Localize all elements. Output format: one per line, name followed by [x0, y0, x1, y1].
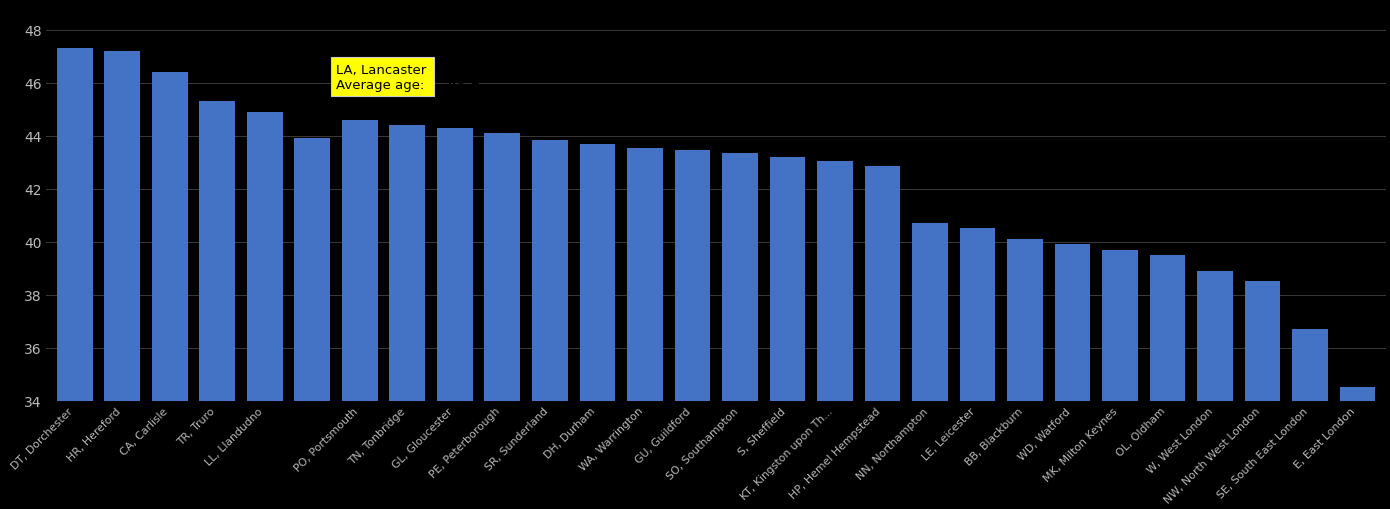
Bar	[1244, 282, 1280, 509]
Bar	[1102, 250, 1137, 509]
Bar	[721, 154, 758, 509]
Bar	[1340, 388, 1375, 509]
Text: LA, Lancaster
Average age:: LA, Lancaster Average age:	[336, 64, 428, 92]
Bar	[1055, 245, 1090, 509]
Bar	[770, 158, 805, 509]
Bar	[1150, 256, 1186, 509]
Bar	[57, 49, 93, 509]
Bar	[104, 52, 140, 509]
Bar	[247, 112, 282, 509]
Bar	[865, 167, 901, 509]
Bar	[1006, 240, 1042, 509]
Bar	[627, 148, 663, 509]
Bar	[200, 102, 235, 509]
Bar	[1197, 271, 1233, 509]
Bar	[1293, 329, 1327, 509]
Bar	[342, 121, 378, 509]
Bar	[959, 229, 995, 509]
Bar	[436, 128, 473, 509]
Text: 43.9: 43.9	[448, 78, 481, 91]
Bar	[295, 139, 329, 509]
Bar	[912, 223, 948, 509]
Bar	[674, 151, 710, 509]
Bar	[152, 73, 188, 509]
Bar	[580, 145, 616, 509]
Bar	[389, 126, 425, 509]
Bar	[817, 161, 852, 509]
Bar	[485, 134, 520, 509]
Bar	[532, 140, 567, 509]
